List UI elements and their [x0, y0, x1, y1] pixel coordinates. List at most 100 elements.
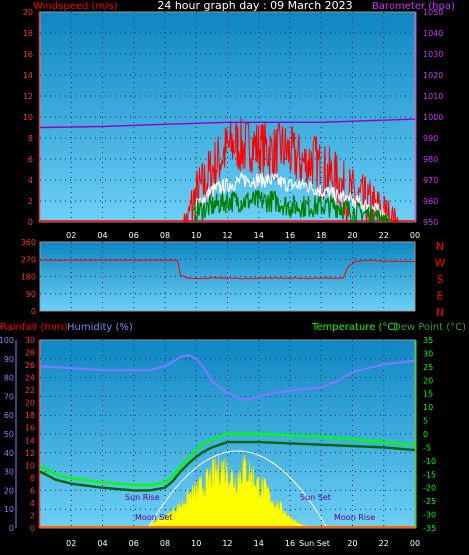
time-axis-label: 22 — [379, 539, 389, 548]
temperature-tick-label: -5 — [423, 443, 431, 452]
rainfall-tick-label: 26 — [25, 361, 35, 370]
rainfall-tick-label: 24 — [25, 374, 35, 383]
sun-rise-label: Sun Rise — [125, 493, 160, 502]
humidity-tick-label: 60 — [4, 411, 14, 420]
temperature-tick-label: 10 — [423, 403, 433, 412]
windspeed-axis-title: Windspeed (m/s) — [33, 1, 118, 12]
windspeed-tick-label: 6 — [28, 155, 33, 164]
temperature-tick-label: -30 — [423, 511, 436, 520]
humidity-tick-label: 40 — [4, 449, 14, 458]
winddir-tick-label: 360 — [21, 238, 36, 247]
time-axis-label: 00 — [410, 231, 420, 240]
windspeed-tick-label: 18 — [23, 29, 33, 38]
rainfall-tick-label: 28 — [25, 349, 35, 358]
barometer-tick-label: 990 — [423, 134, 438, 143]
time-axis-label: 00 — [410, 539, 420, 548]
dewpoint-axis-title: Dew Point (°C) — [393, 322, 466, 333]
compass-label: W — [435, 257, 446, 270]
barometer-tick-label: 960 — [423, 197, 438, 206]
windspeed-tick-label: 8 — [28, 134, 33, 143]
temperature-tick-label: -20 — [423, 484, 436, 493]
humidity-axis-title: Humidity (%) — [67, 322, 133, 333]
temperature-tick-label: 20 — [423, 376, 433, 385]
time-axis-label: 06 — [129, 231, 139, 240]
rainfall-tick-label: 8 — [30, 474, 35, 483]
compass-label: N — [436, 306, 444, 319]
time-axis-label: 08 — [160, 539, 170, 548]
temperature-tick-label: -10 — [423, 457, 436, 466]
humidity-tick-label: 20 — [4, 486, 14, 495]
barometer-line — [39, 118, 416, 129]
time-axis-label: 14 — [254, 231, 264, 240]
humidity-tick-label: 90 — [4, 355, 14, 364]
humidity-tick-label: 0 — [9, 524, 14, 533]
time-axis-label: 12 — [222, 539, 232, 548]
windspeed-tick-label: 2 — [28, 197, 33, 206]
rainfall-tick-label: 30 — [25, 336, 35, 345]
humidity-tick-label: 80 — [4, 374, 14, 383]
rainfall-tick-label: 14 — [25, 436, 35, 445]
temperature-tick-label: 0 — [423, 430, 428, 439]
temperature-tick-label: 25 — [423, 363, 433, 372]
average-wind-line — [192, 188, 391, 224]
time-axis-label: 16 — [285, 231, 295, 240]
windspeed-tick-label: 20 — [23, 8, 33, 17]
winddir-tick-label: 0 — [31, 307, 36, 316]
humidity-tick-label: 10 — [4, 505, 14, 514]
barometer-axis-title: Barometer (hpa) — [372, 1, 455, 12]
temperature-tick-label: 35 — [423, 336, 433, 345]
winddir-tick-label: 270 — [21, 255, 36, 264]
moon-set-label: Moon Set — [135, 513, 172, 522]
barometer-tick-label: 1050 — [423, 8, 443, 17]
windspeed-tick-label: 0 — [28, 218, 33, 227]
compass-label: E — [437, 290, 444, 303]
barometer-tick-label: 1020 — [423, 71, 443, 80]
windspeed-tick-label: 16 — [23, 50, 33, 59]
temperature-tick-label: -35 — [423, 524, 436, 533]
rainfall-tick-label: 10 — [25, 461, 35, 470]
time-axis-label: 12 — [222, 231, 232, 240]
temperature-tick-label: 5 — [423, 417, 428, 426]
wind-barometer-chart: 2018161412108642010501040103010201010100… — [23, 8, 444, 240]
sun-arc — [148, 450, 327, 527]
time-axis-label: 20 — [347, 231, 357, 240]
temperature-tick-label: 30 — [423, 349, 433, 358]
chart-title: 24 hour graph day : 09 March 2023 — [157, 0, 352, 12]
solar-radiation-area — [148, 454, 306, 527]
time-axis-label: 06 — [129, 539, 139, 548]
rainfall-tick-label: 22 — [25, 386, 35, 395]
windspeed-tick-label: 12 — [23, 92, 33, 101]
rainfall-tick-label: 12 — [25, 449, 35, 458]
rainfall-tick-label: 0 — [30, 524, 35, 533]
rainfall-tick-label: 4 — [30, 499, 35, 508]
windspeed-tick-label: 14 — [23, 71, 33, 80]
time-axis-label: 02 — [66, 231, 76, 240]
compass-label: S — [437, 273, 444, 286]
time-axis-label: 20 — [347, 539, 357, 548]
rainfall-tick-label: 20 — [25, 399, 35, 408]
time-axis-label: 10 — [191, 539, 201, 548]
windspeed-line — [183, 118, 399, 223]
winddir-tick-label: 90 — [26, 290, 36, 299]
barometer-tick-label: 980 — [423, 155, 438, 164]
moon-rise-label: Moon Rise — [334, 513, 375, 522]
time-axis-label: 22 — [379, 231, 389, 240]
temperature-humidity-chart: 1009080706050403020100302826242220181614… — [0, 336, 436, 548]
sun-set-label: Sun Set — [300, 493, 331, 502]
barometer-tick-label: 950 — [423, 218, 438, 227]
rainfall-tick-label: 6 — [30, 486, 35, 495]
humidity-tick-label: 50 — [4, 430, 14, 439]
humidity-line — [39, 353, 416, 402]
time-axis-label: 18 — [316, 231, 326, 240]
rainfall-tick-label: 2 — [30, 511, 35, 520]
time-axis-label: 16 — [285, 539, 295, 548]
time-axis-label: 04 — [97, 231, 107, 240]
windspeed-tick-label: 10 — [23, 113, 33, 122]
rainfall-tick-label: 18 — [25, 411, 35, 420]
time-axis-label: 10 — [191, 231, 201, 240]
barometer-tick-label: 970 — [423, 176, 438, 185]
humidity-tick-label: 30 — [4, 468, 14, 477]
gust-line — [192, 172, 391, 222]
panel-winddir-plot — [39, 241, 416, 312]
